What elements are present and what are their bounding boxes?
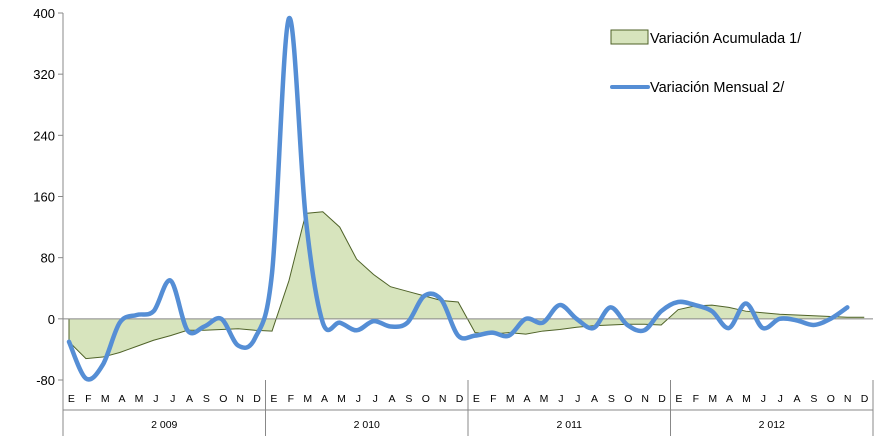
- x-month-label: J: [153, 393, 158, 405]
- y-axis: 400 320 240 160 80 0 -80: [33, 6, 64, 388]
- x-month-label: E: [473, 393, 480, 405]
- x-year-label: 2 009: [151, 419, 177, 431]
- x-month-label: E: [675, 393, 682, 405]
- y-tick-label: -80: [36, 373, 55, 388]
- y-tick-label: 80: [41, 251, 55, 266]
- legend-label-mensual: Variación Mensual 2/: [650, 80, 785, 96]
- x-month-label: A: [794, 393, 801, 405]
- y-tick-label: 240: [33, 128, 55, 143]
- x-month-label: A: [389, 393, 396, 405]
- x-month-label: M: [742, 393, 751, 405]
- x-month-label: O: [219, 393, 227, 405]
- x-month-label: S: [203, 393, 210, 405]
- line-series-layer: [66, 16, 850, 382]
- x-month-label: D: [456, 393, 464, 405]
- x-month-label: S: [810, 393, 817, 405]
- legend-swatch-acumulada: [610, 29, 649, 45]
- x-month-label: M: [337, 393, 346, 405]
- x-month-label: M: [540, 393, 549, 405]
- x-month-label: M: [303, 393, 312, 405]
- x-month-label: M: [708, 393, 717, 405]
- y-tick-label: 0: [48, 312, 55, 327]
- x-month-label: A: [321, 393, 328, 405]
- x-month-label: A: [591, 393, 598, 405]
- area-series-fill: [69, 211, 865, 359]
- x-month-label: N: [641, 393, 649, 405]
- x-month-label: A: [524, 393, 531, 405]
- y-tick-label: 160: [33, 190, 55, 205]
- x-month-label: J: [356, 393, 361, 405]
- x-month-label: J: [558, 393, 563, 405]
- x-month-label: N: [236, 393, 244, 405]
- x-month-label: N: [844, 393, 852, 405]
- x-month-label: M: [506, 393, 515, 405]
- x-month-label: E: [68, 393, 75, 405]
- line-series-mensual: [66, 16, 850, 382]
- x-month-label: S: [608, 393, 615, 405]
- x-year-label: 2 012: [759, 419, 785, 431]
- x-month-label: J: [761, 393, 766, 405]
- x-month-label: A: [119, 393, 126, 405]
- x-month-label: F: [490, 393, 496, 405]
- x-month-label: M: [101, 393, 110, 405]
- x-month-label: M: [135, 393, 144, 405]
- x-month-label: N: [439, 393, 447, 405]
- x-month-label: J: [170, 393, 175, 405]
- x-month-label: A: [186, 393, 193, 405]
- x-month-label: E: [270, 393, 277, 405]
- x-month-label: J: [778, 393, 783, 405]
- x-month-label: O: [422, 393, 430, 405]
- legend: Variación Acumulada 1/ Variación Mensual…: [610, 29, 802, 96]
- x-month-label: J: [373, 393, 378, 405]
- legend-label-acumulada: Variación Acumulada 1/: [650, 31, 802, 47]
- y-tick-label: 320: [33, 67, 55, 82]
- x-month-label: J: [575, 393, 580, 405]
- x-month-label: D: [253, 393, 261, 405]
- y-tick-label: 400: [33, 6, 55, 21]
- x-year-label: 2 011: [557, 419, 583, 431]
- x-month-label: O: [624, 393, 632, 405]
- x-month-label: F: [693, 393, 699, 405]
- x-month-label: S: [405, 393, 412, 405]
- x-month-label: F: [85, 393, 91, 405]
- x-month-label: F: [288, 393, 294, 405]
- x-month-label: D: [658, 393, 666, 405]
- x-month-label: O: [827, 393, 835, 405]
- x-month-label: A: [726, 393, 733, 405]
- x-month-label: D: [861, 393, 869, 405]
- x-year-label: 2 010: [354, 419, 380, 431]
